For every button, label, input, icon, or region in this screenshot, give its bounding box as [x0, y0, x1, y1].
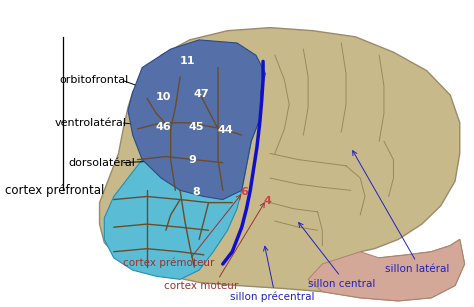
Text: cortex prémoteur: cortex prémoteur — [123, 257, 214, 268]
Polygon shape — [128, 40, 265, 200]
Text: dorsolatéral: dorsolatéral — [69, 158, 136, 168]
Text: sillon central: sillon central — [308, 279, 375, 289]
Polygon shape — [104, 68, 261, 279]
Text: sillon latéral: sillon latéral — [385, 264, 449, 274]
Text: 44: 44 — [217, 126, 233, 135]
Text: 11: 11 — [180, 56, 195, 66]
Text: 46: 46 — [155, 122, 172, 132]
Text: 10: 10 — [156, 92, 171, 102]
Text: 6: 6 — [240, 187, 248, 197]
Text: 9: 9 — [188, 155, 196, 165]
Polygon shape — [308, 239, 465, 301]
Text: 4: 4 — [264, 196, 272, 206]
Text: 47: 47 — [194, 89, 209, 99]
Text: cortex moteur: cortex moteur — [164, 281, 238, 290]
Text: 45: 45 — [189, 122, 204, 132]
Text: ventrolatéral: ventrolatéral — [55, 118, 127, 128]
Polygon shape — [100, 28, 465, 301]
Text: orbitofrontal: orbitofrontal — [59, 75, 128, 85]
Text: cortex préfrontal: cortex préfrontal — [5, 184, 104, 197]
Text: 8: 8 — [193, 187, 201, 197]
Text: sillon précentral: sillon précentral — [230, 292, 315, 302]
